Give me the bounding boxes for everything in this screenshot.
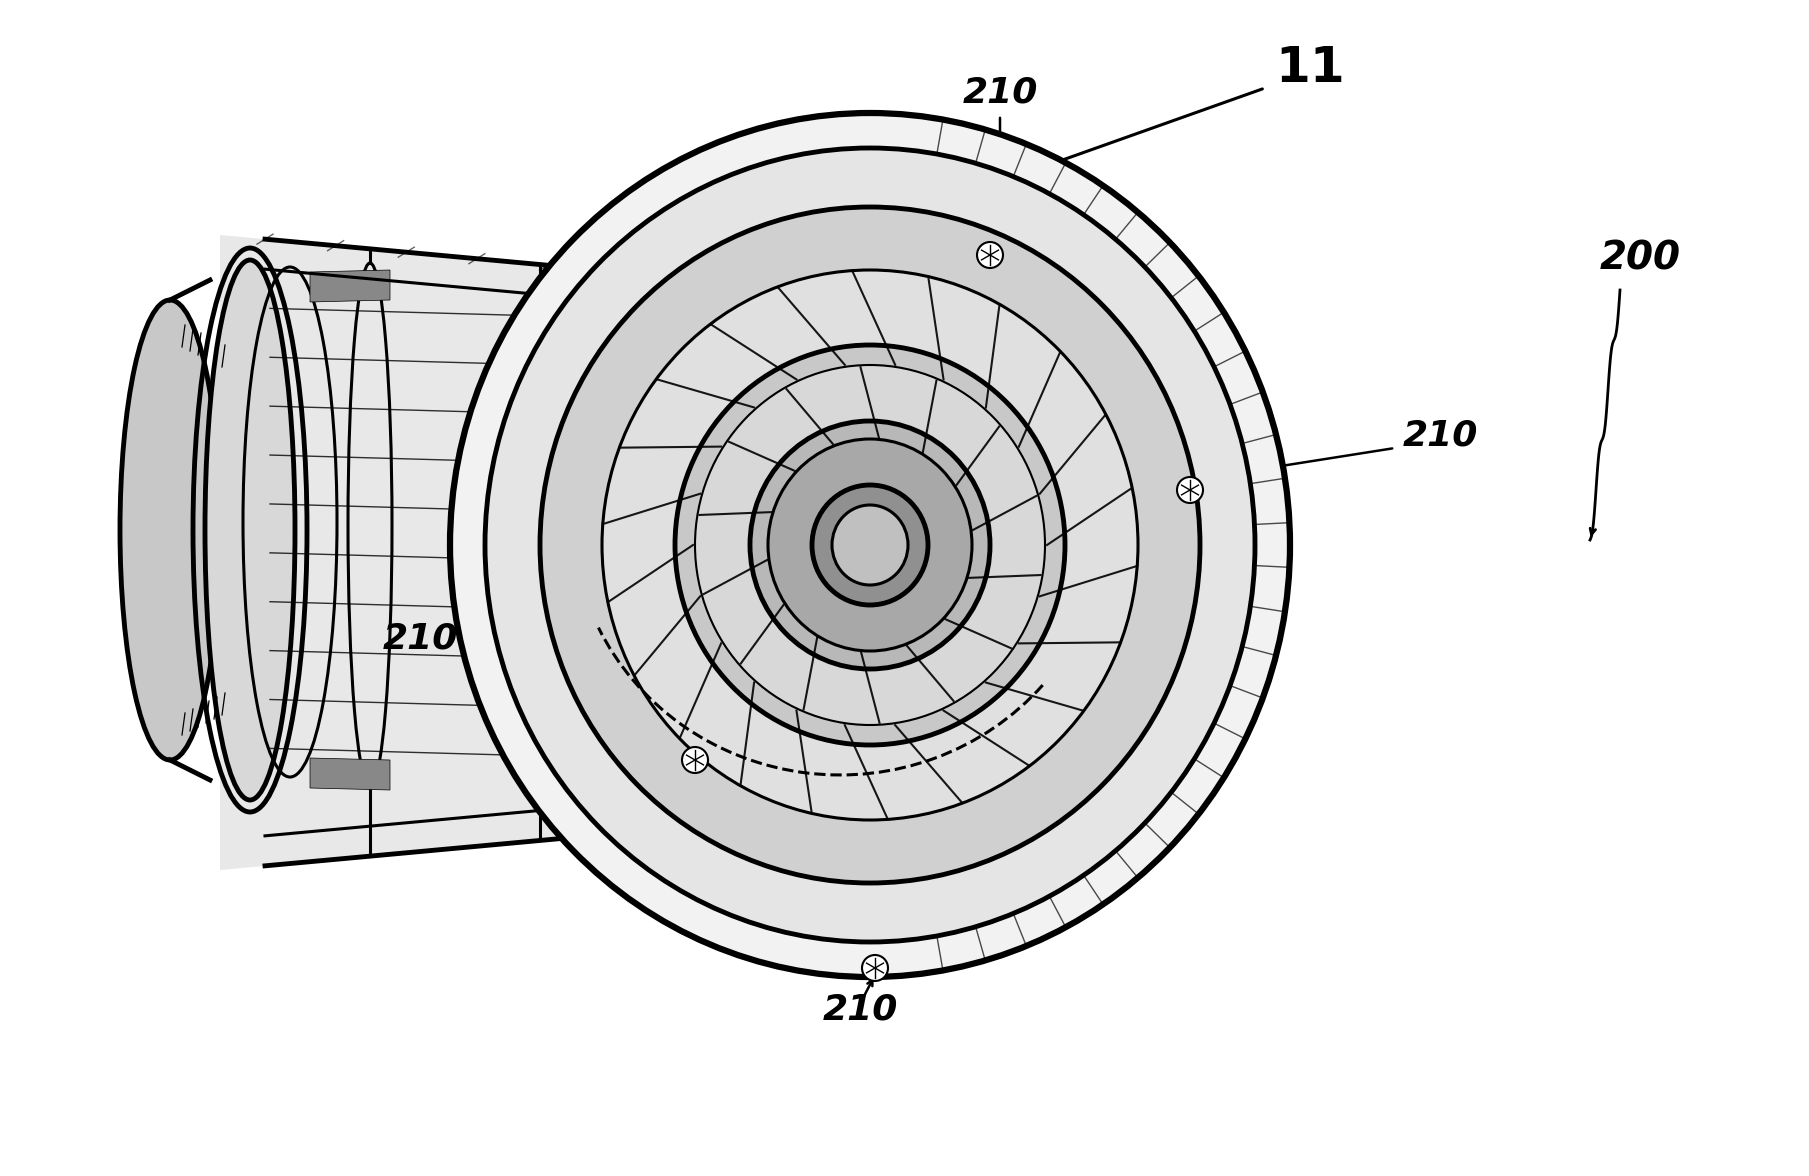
Ellipse shape [812,485,928,604]
Text: 210: 210 [962,75,1038,109]
Polygon shape [309,270,391,302]
Text: 210: 210 [1402,417,1478,452]
Text: 210: 210 [823,993,897,1027]
Ellipse shape [450,113,1290,977]
Polygon shape [309,759,391,790]
Text: 210: 210 [382,621,458,655]
Circle shape [977,242,1002,268]
Polygon shape [221,235,870,870]
Ellipse shape [485,148,1255,942]
Ellipse shape [204,260,295,800]
Circle shape [863,955,888,981]
Ellipse shape [769,439,971,652]
Ellipse shape [541,207,1199,883]
Ellipse shape [832,505,908,584]
Ellipse shape [751,421,990,669]
Ellipse shape [695,365,1046,724]
Circle shape [1178,477,1203,503]
Ellipse shape [602,270,1138,820]
Text: 11: 11 [1275,44,1344,92]
Ellipse shape [119,300,221,760]
Text: 200: 200 [1599,239,1681,278]
Circle shape [682,747,707,773]
Ellipse shape [675,345,1066,746]
